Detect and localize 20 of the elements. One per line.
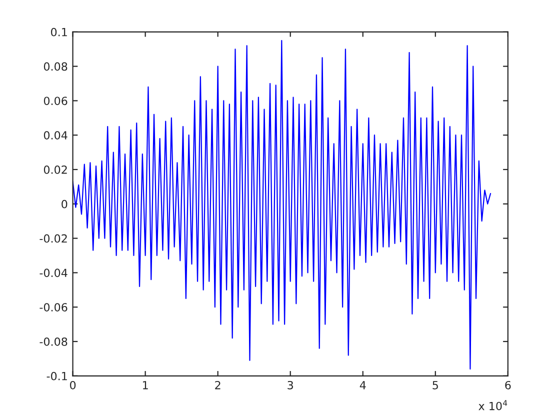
x-tick-label: 4 [360,381,366,390]
y-tick-label: -0.1 [46,372,67,380]
y-tick-label: 0.08 [44,62,68,71]
y-tick-label: 0 [62,200,68,208]
x-tick-label: 1 [143,381,148,390]
y-tick-label: 0.02 [44,165,67,174]
y-tick-label: -0.06 [40,303,68,312]
x-tick-label: 3 [288,380,294,390]
y-tick-label: 0.06 [44,96,68,106]
y-tick-label: -0.02 [40,234,67,243]
y-tick-label: 0.04 [44,131,68,140]
x-tick-label: 5 [432,381,438,390]
line-series [72,40,492,370]
text: x 10$^{4}$ [478,400,508,410]
x-tick-label: 0 [70,380,76,390]
y-tick-label: 0.1 [51,28,67,36]
y-tick-label: -0.08 [40,337,68,346]
y-tick-label: -0.04 [40,268,68,278]
x-tick-label: 6 [505,380,511,390]
x-tick-label: 2 [215,380,220,390]
